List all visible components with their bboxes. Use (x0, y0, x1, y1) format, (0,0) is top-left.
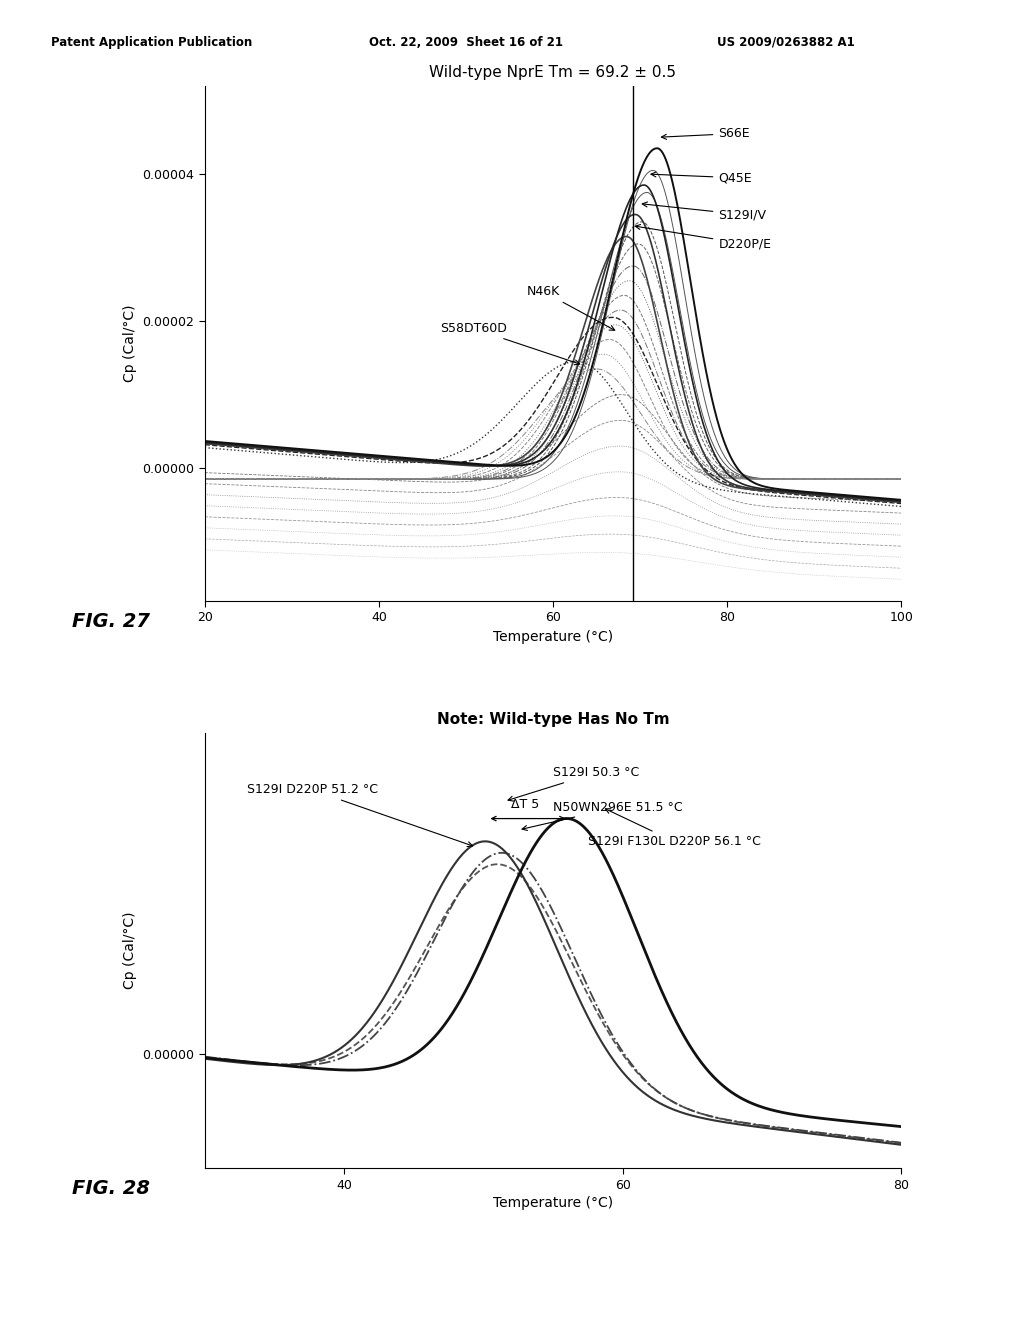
Y-axis label: Cp (Cal/°C): Cp (Cal/°C) (123, 912, 137, 989)
Text: N50WN296E 51.5 °C: N50WN296E 51.5 °C (522, 801, 683, 830)
Text: Q45E: Q45E (651, 172, 752, 185)
Text: S129I D220P 51.2 °C: S129I D220P 51.2 °C (247, 783, 472, 846)
Text: S129I/V: S129I/V (642, 202, 766, 220)
Text: ΔT 5: ΔT 5 (511, 797, 540, 810)
Text: D220P/E: D220P/E (635, 224, 771, 251)
Text: S129I 50.3 °C: S129I 50.3 °C (508, 766, 639, 801)
Text: S66E: S66E (662, 127, 750, 140)
Text: FIG. 28: FIG. 28 (72, 1179, 150, 1197)
Text: FIG. 27: FIG. 27 (72, 612, 150, 631)
Text: Patent Application Publication: Patent Application Publication (51, 36, 253, 49)
Text: Oct. 22, 2009  Sheet 16 of 21: Oct. 22, 2009 Sheet 16 of 21 (369, 36, 562, 49)
Text: Temperature (°C): Temperature (°C) (493, 1196, 613, 1210)
Title: Note: Wild-type Has No Tm: Note: Wild-type Has No Tm (436, 713, 670, 727)
Text: S129I F130L D220P 56.1 °C: S129I F130L D220P 56.1 °C (588, 809, 761, 847)
Text: Temperature (°C): Temperature (°C) (493, 630, 613, 644)
Text: N46K: N46K (527, 285, 614, 330)
Title: Wild-type NprE Tm = 69.2 ± 0.5: Wild-type NprE Tm = 69.2 ± 0.5 (429, 66, 677, 81)
Y-axis label: Cp (Cal/°C): Cp (Cal/°C) (123, 305, 137, 381)
Text: US 2009/0263882 A1: US 2009/0263882 A1 (717, 36, 855, 49)
Text: S58DT60D: S58DT60D (440, 322, 580, 364)
